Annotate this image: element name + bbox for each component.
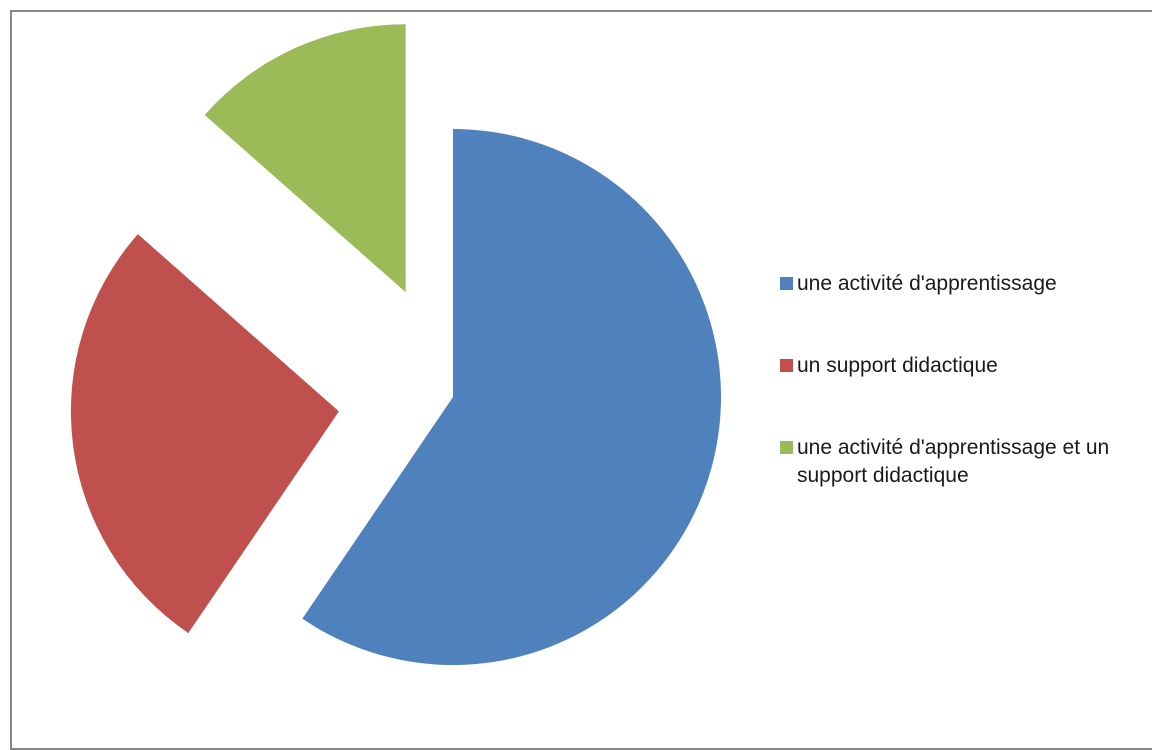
pie-slice-activite-et-support [204,24,406,293]
legend-item-activite-et-support: une activité d'apprentissage et un suppo… [780,434,1152,490]
pie-slices [70,24,722,666]
legend-swatch-activite-et-support [780,441,793,454]
legend-label-support: un support didactique [797,354,998,377]
pie-slice-support [70,234,339,634]
legend-swatch-support [780,359,793,372]
legend: une activité d'apprentissage un support … [780,270,1152,544]
legend-label-activite-et-support: une activité d'apprentissage et un suppo… [797,436,1110,487]
legend-item-support: un support didactique [780,352,1152,380]
legend-swatch-activite [780,277,793,290]
legend-item-activite: une activité d'apprentissage [780,270,1152,298]
pie-slice-activite [302,129,722,666]
legend-label-activite: une activité d'apprentissage [797,272,1057,295]
